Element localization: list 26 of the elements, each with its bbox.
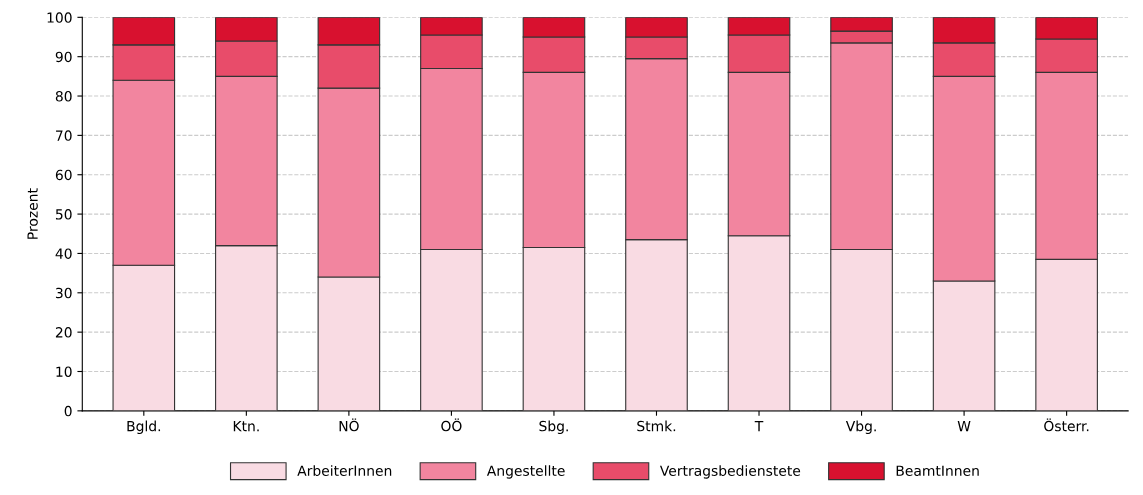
legend-label: Angestellte [486, 465, 565, 479]
legend-label: BeamtInnen [896, 465, 979, 476]
y-tick-label: 50 [55, 209, 72, 220]
x-tick-label: Stmk. [637, 420, 676, 432]
y-axis-title: Prozent [27, 188, 38, 239]
x-tick-label: Österr. [1044, 418, 1089, 432]
x-tick-label: NÖ [339, 418, 359, 432]
y-tick-label: 0 [64, 405, 72, 417]
y-tick-label: 70 [56, 130, 72, 141]
y-tick-label: 90 [55, 51, 72, 63]
legend-label: ArbeiterInnen [297, 465, 392, 476]
x-tick-label: Sbg. [539, 420, 568, 435]
x-tick-label: Ktn. [233, 421, 259, 432]
y-tick-label: 100 [47, 12, 72, 23]
y-tick-label: 80 [55, 91, 72, 102]
x-tick-label: OÖ [441, 418, 462, 432]
x-tick-label: W [957, 421, 971, 432]
x-tick-label: Bgld. [127, 420, 161, 435]
legend-label: Vertragsbedienstete [659, 465, 801, 479]
y-tick-label: 30 [55, 287, 72, 299]
y-tick-label: 40 [55, 248, 72, 259]
y-tick-label: 60 [55, 169, 72, 181]
y-tick-label: 20 [55, 327, 72, 338]
y-tick-label: 10 [56, 366, 72, 377]
x-tick-label: Vbg. [845, 420, 876, 435]
x-tick-label: T [754, 421, 764, 432]
